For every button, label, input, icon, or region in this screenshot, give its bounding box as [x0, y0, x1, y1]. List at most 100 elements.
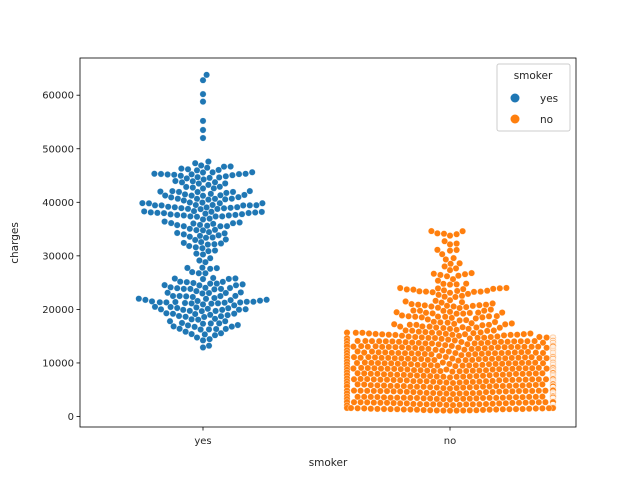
data-point-no — [504, 338, 511, 346]
data-point-yes — [215, 319, 223, 327]
data-point-no — [446, 281, 454, 288]
data-point-no — [532, 381, 540, 389]
data-point-no — [502, 388, 510, 395]
data-point-no — [483, 327, 491, 335]
data-point-no — [528, 343, 535, 351]
data-point-yes — [169, 310, 177, 318]
data-point-no — [375, 337, 383, 345]
data-point-yes — [193, 304, 200, 311]
data-point-no — [514, 343, 522, 351]
data-point-no — [432, 346, 439, 354]
data-point-no — [400, 394, 408, 402]
data-point-yes — [223, 189, 230, 197]
data-point-no — [354, 369, 361, 377]
data-point-yes — [227, 163, 234, 170]
data-point-no — [512, 393, 520, 401]
data-point-no — [405, 312, 412, 320]
data-point-no — [407, 383, 414, 391]
data-point-yes — [202, 210, 209, 218]
data-point-no — [396, 376, 404, 384]
data-point-yes — [239, 202, 247, 209]
data-point-yes — [178, 165, 185, 172]
data-point-yes — [205, 289, 213, 297]
data-point-no — [363, 398, 371, 406]
data-point-yes — [263, 296, 270, 304]
data-point-yes — [199, 251, 207, 258]
data-point-yes — [208, 208, 215, 216]
data-point-no — [360, 370, 368, 377]
data-point-no — [375, 348, 382, 356]
data-point-yes — [194, 316, 202, 324]
data-point-no — [458, 351, 465, 359]
data-point-no — [377, 399, 384, 407]
data-point-no — [357, 387, 364, 395]
data-point-yes — [157, 188, 164, 195]
data-point-no — [438, 299, 445, 307]
data-point-no — [446, 385, 454, 392]
data-point-no — [455, 344, 462, 351]
data-point-no — [476, 301, 483, 309]
data-point-yes — [199, 76, 207, 84]
data-point-no — [509, 399, 516, 407]
data-point-no — [440, 384, 447, 392]
y-tick-label: 40000 — [42, 198, 74, 209]
data-point-no — [433, 373, 441, 380]
data-point-yes — [167, 211, 174, 218]
data-point-yes — [211, 247, 219, 254]
data-point-yes — [157, 305, 165, 313]
data-point-yes — [167, 283, 174, 291]
data-point-yes — [199, 226, 207, 234]
data-point-no — [519, 370, 526, 378]
data-point-yes — [242, 305, 249, 313]
data-point-no — [472, 315, 480, 322]
data-point-no — [384, 365, 391, 373]
data-point-yes — [167, 194, 175, 201]
data-point-no — [498, 360, 506, 368]
data-point-no — [492, 394, 500, 402]
data-point-no — [360, 349, 368, 356]
data-point-yes — [232, 281, 240, 289]
data-point-no — [418, 334, 426, 341]
data-point-no — [390, 387, 397, 395]
data-point-no — [471, 350, 479, 358]
data-point-no — [536, 333, 543, 341]
data-point-no — [428, 227, 435, 235]
data-point-no — [448, 342, 456, 350]
data-point-no — [372, 342, 379, 350]
data-point-yes — [221, 180, 229, 187]
plot-frame — [79, 57, 577, 428]
data-point-no — [442, 256, 450, 263]
data-point-no — [453, 384, 460, 392]
data-point-yes — [193, 334, 201, 341]
data-point-no — [488, 355, 496, 363]
data-point-no — [489, 300, 496, 307]
data-point-no — [380, 382, 388, 389]
data-point-no — [535, 364, 543, 372]
data-point-no — [430, 270, 438, 278]
data-point-no — [446, 325, 454, 333]
data-point-no — [449, 331, 456, 339]
data-point-no — [480, 334, 488, 342]
data-point-no — [394, 360, 402, 368]
data-point-no — [491, 318, 499, 326]
data-point-no — [370, 376, 378, 383]
data-point-yes — [235, 170, 243, 178]
data-point-yes — [151, 170, 158, 178]
data-point-yes — [251, 209, 259, 216]
data-point-no — [407, 371, 414, 379]
data-point-no — [506, 405, 513, 413]
data-point-no — [459, 395, 467, 403]
data-point-no — [371, 354, 379, 361]
data-point-yes — [173, 284, 181, 292]
data-point-no — [453, 240, 460, 247]
data-point-yes — [180, 222, 188, 230]
data-point-no — [410, 366, 418, 374]
data-point-no — [350, 375, 358, 383]
data-point-no — [421, 350, 429, 358]
data-point-yes — [190, 279, 197, 287]
x-tick-label-yes: yes — [194, 436, 211, 447]
data-point-no — [539, 393, 546, 400]
data-point-yes — [186, 233, 194, 241]
data-point-no — [456, 390, 463, 397]
data-point-no — [414, 350, 422, 358]
